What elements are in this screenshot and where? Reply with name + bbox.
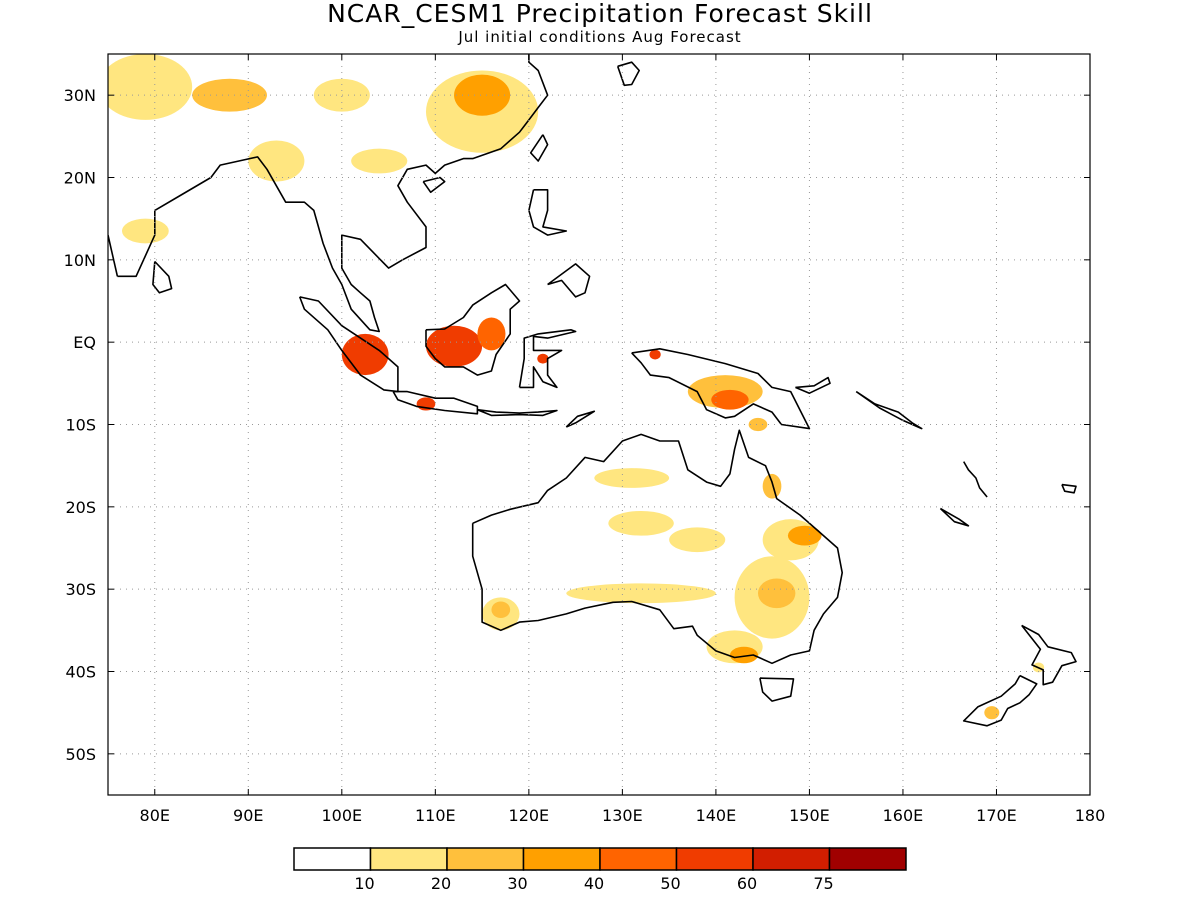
- lat-tick-label: 40S: [65, 663, 96, 682]
- skill-region: [454, 74, 511, 116]
- coastline-new-britain: [795, 376, 831, 394]
- skill-region: [477, 317, 506, 351]
- lon-tick-label: 180: [1075, 806, 1106, 825]
- coastline-australia: [471, 429, 843, 665]
- lat-tick-label: EQ: [73, 333, 96, 352]
- skill-region: [491, 601, 511, 618]
- lon-tick-label: 160E: [883, 806, 924, 825]
- lon-tick-label: 120E: [509, 806, 550, 825]
- map-subtitle: Jul initial conditions Aug Forecast: [458, 28, 742, 46]
- colorbar-label: 20: [431, 874, 451, 893]
- skill-region: [729, 646, 758, 664]
- coastline-new-guinea: [631, 348, 811, 430]
- lon-tick-label: 100E: [321, 806, 362, 825]
- colorbar-swatch: [599, 847, 678, 871]
- skill-region: [984, 706, 1000, 720]
- skill-region: [711, 389, 749, 410]
- lat-tick-label: 50S: [65, 745, 96, 764]
- coastline-timor: [565, 410, 596, 428]
- coastline-sumatra: [298, 296, 399, 393]
- colorbar-label: 10: [354, 874, 374, 893]
- skill-region: [566, 583, 716, 604]
- skill-region: [341, 333, 389, 376]
- map-title: NCAR_CESM1 Precipitation Forecast Skill: [327, 0, 873, 28]
- skill-region: [537, 353, 549, 364]
- colorbar-swatch: [522, 847, 601, 871]
- colorbar: 10 20 30 40 50 60 75: [293, 847, 907, 893]
- lat-tick-label: 30S: [65, 580, 96, 599]
- coastline-bali-lombok: [477, 408, 558, 417]
- colorbar-label: 40: [584, 874, 604, 893]
- lon-tick-label: 80E: [140, 806, 170, 825]
- coastline-nz-south: [962, 674, 1038, 727]
- coastline-sulawesi: [518, 329, 577, 389]
- lon-tick-label: 170E: [976, 806, 1017, 825]
- skill-region: [108, 54, 193, 120]
- lat-tick-label: 20N: [64, 169, 96, 188]
- coastline-india-west: [108, 234, 119, 277]
- lon-tick-label: 90E: [233, 806, 263, 825]
- skill-region: [787, 525, 822, 546]
- colorbar-label: 30: [507, 874, 527, 893]
- colorbar-swatch: [293, 847, 372, 871]
- lon-tick-label: 110E: [415, 806, 456, 825]
- skill-region: [594, 468, 670, 488]
- coastline-layer: [108, 54, 1077, 727]
- skill-region: [608, 510, 674, 536]
- skill-region: [122, 218, 169, 244]
- coastline-vanuatu: [963, 461, 988, 498]
- coastline-new-caledonia: [939, 507, 970, 527]
- skill-region: [757, 578, 796, 609]
- lat-tick-label: 10S: [65, 416, 96, 435]
- axis-ticks: 80E 90E 100E 110E 120E 130E 140E 150E 160E 170E 18…: [64, 54, 1106, 825]
- colorbar-swatch: [369, 847, 448, 871]
- coastline-sri-lanka: [152, 260, 173, 294]
- coastline-asia: [117, 54, 549, 333]
- colorbar-swatch: [446, 847, 525, 871]
- coastline-borneo: [425, 283, 521, 376]
- coastline-nz-north: [1021, 624, 1077, 686]
- skill-region: [762, 473, 782, 499]
- lon-tick-label: 140E: [696, 806, 737, 825]
- lat-tick-label: 30N: [64, 86, 96, 105]
- colorbar-swatch: [752, 847, 831, 871]
- coastline-hainan: [422, 176, 446, 194]
- skill-region: [748, 417, 768, 432]
- coastline-japan-kyushu: [616, 61, 640, 87]
- skill-region: [351, 148, 408, 174]
- skill-region: [192, 78, 267, 112]
- skill-region: [248, 140, 305, 182]
- colorbar-label: 60: [737, 874, 757, 893]
- coastline-mindanao: [547, 263, 591, 298]
- skill-region: [669, 527, 726, 553]
- coastline-tasmania: [759, 677, 795, 702]
- coastline-taiwan: [529, 134, 549, 162]
- colorbar-swatch: [675, 847, 754, 871]
- colorbar-label: 50: [660, 874, 680, 893]
- coastline-solomons: [855, 390, 923, 430]
- skill-shading-layer: [108, 54, 1045, 720]
- skill-region: [425, 325, 483, 367]
- lat-tick-label: 20S: [65, 498, 96, 517]
- colorbar-swatch: [828, 847, 907, 871]
- skill-region: [649, 349, 661, 360]
- colorbar-label: 75: [813, 874, 833, 893]
- coastline-luzon: [528, 189, 568, 236]
- lat-tick-label: 10N: [64, 251, 96, 270]
- skill-region: [313, 78, 370, 112]
- coastline-fiji: [1061, 483, 1077, 494]
- lon-tick-label: 130E: [602, 806, 643, 825]
- lon-tick-label: 150E: [789, 806, 830, 825]
